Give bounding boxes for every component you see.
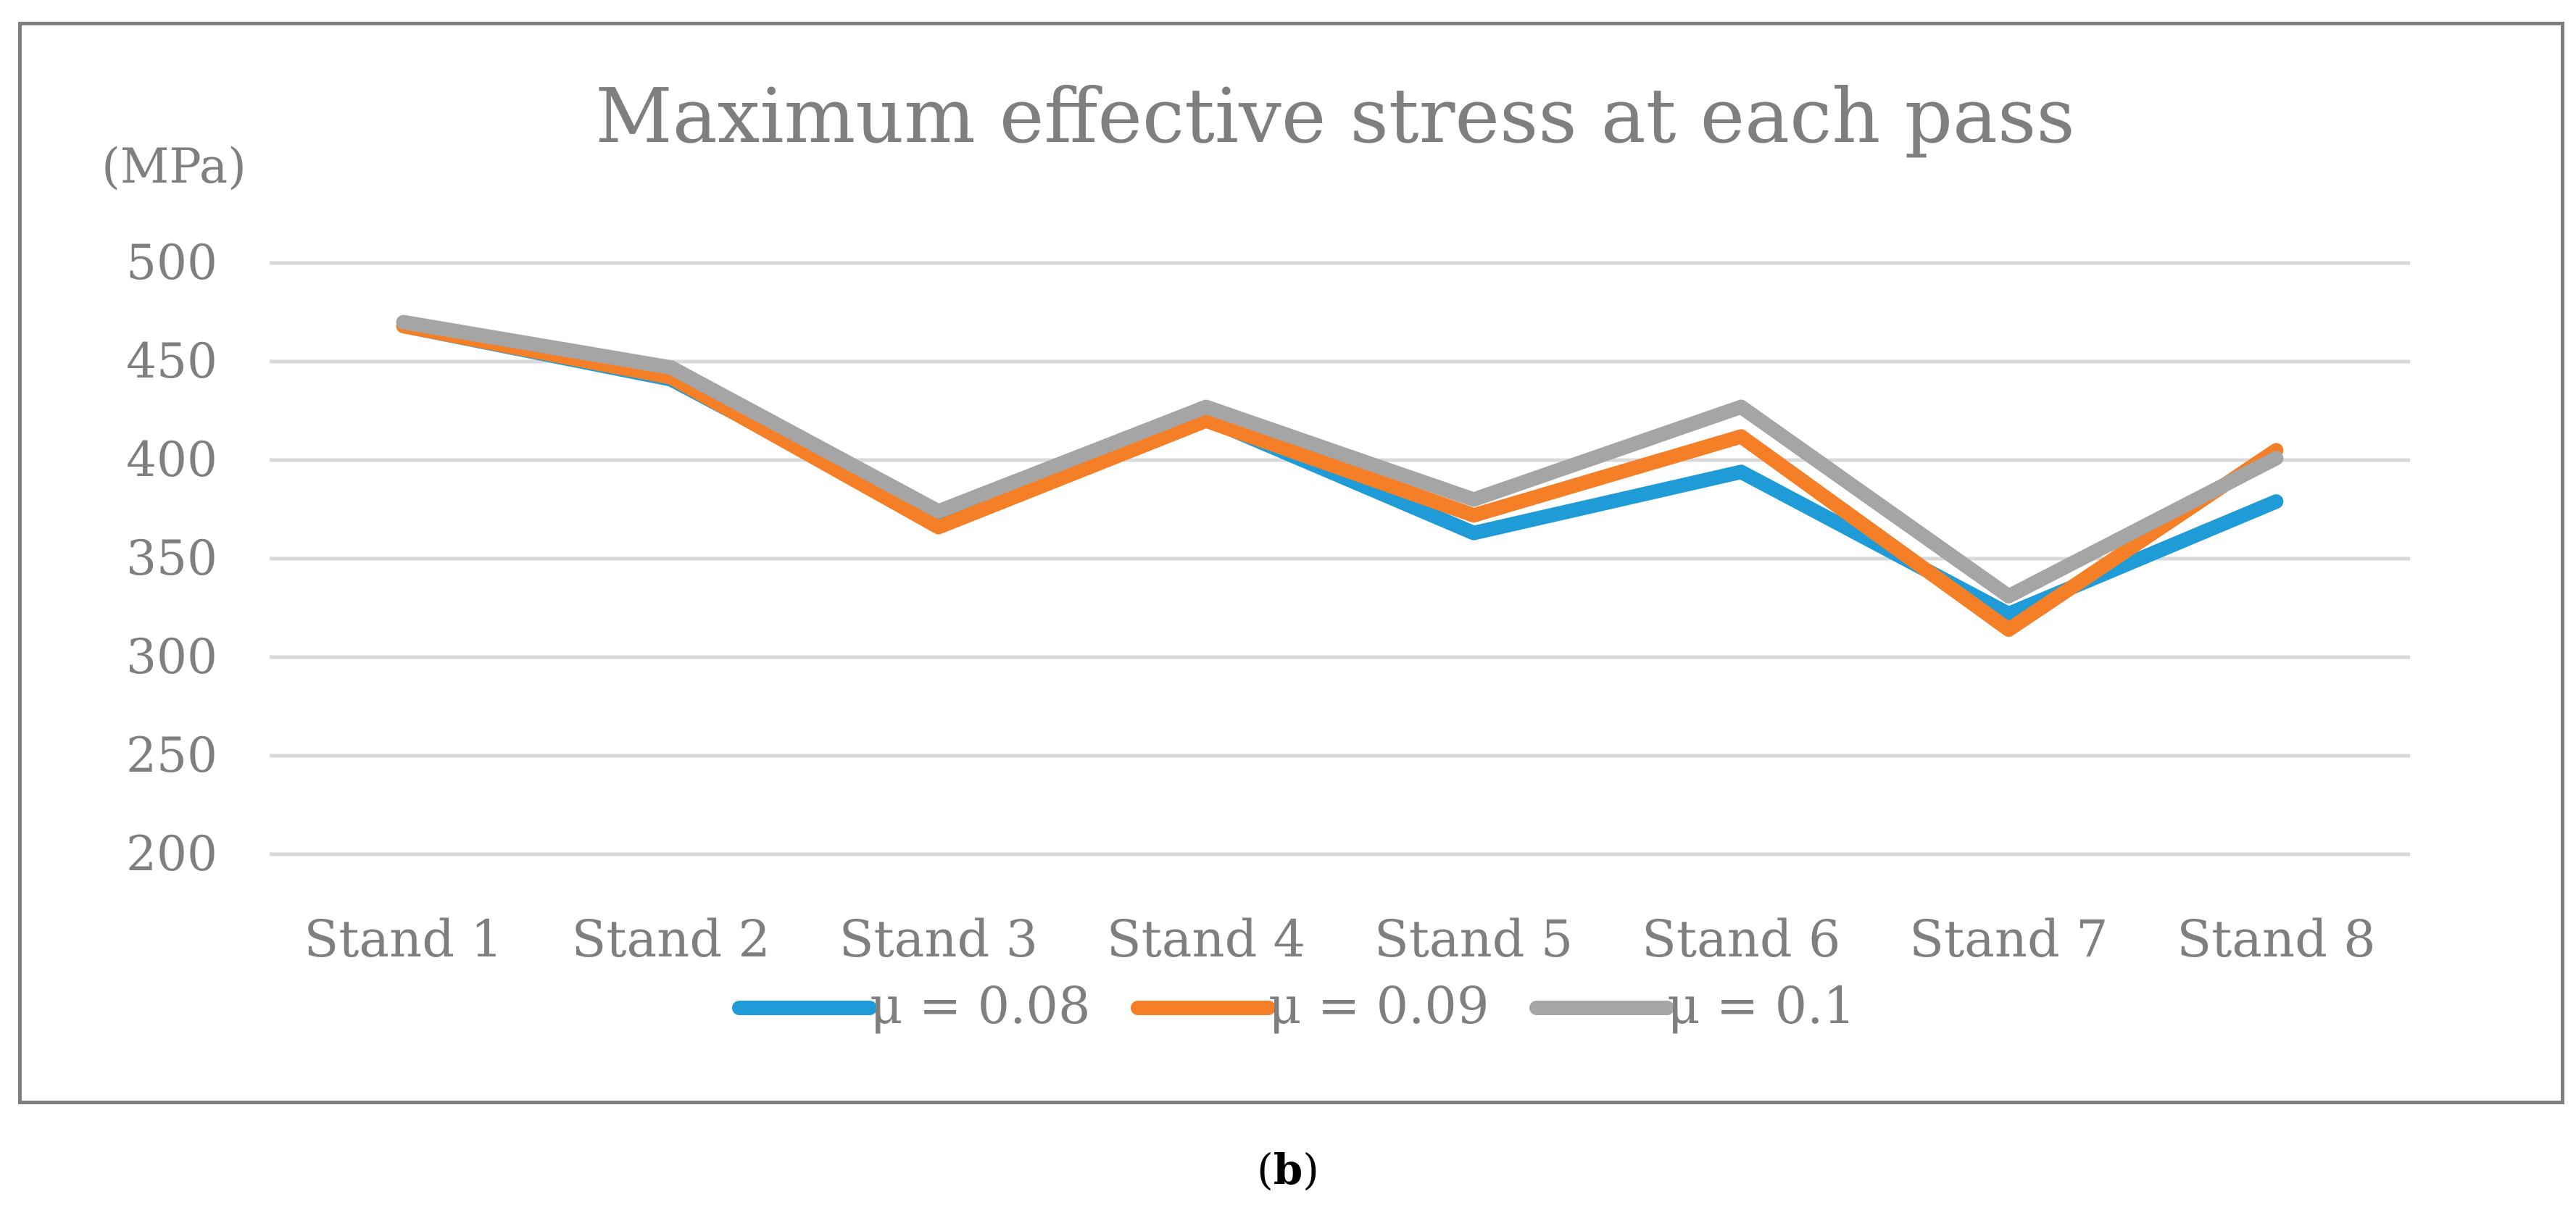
x-tick-label: Stand 5 — [1374, 909, 1574, 969]
y-tick-label: 350 — [126, 530, 217, 586]
x-tick-label: Stand 3 — [839, 909, 1039, 969]
data-point — [1473, 532, 1475, 534]
data-point — [1205, 420, 1207, 422]
legend-label-1: μ = 0.08 — [870, 976, 1091, 1035]
x-tick-label: Stand 1 — [304, 909, 503, 969]
data-point — [2008, 595, 2010, 597]
data-point — [1740, 435, 1742, 438]
legend-label-2: μ = 0.09 — [1268, 976, 1489, 1035]
chart-title: Maximum effective stress at each pass — [595, 72, 2075, 160]
caption-letter: b — [1273, 1145, 1303, 1194]
y-axis-unit-label: (MPa) — [101, 138, 246, 194]
series-line-2 — [396, 319, 2284, 637]
data-point — [1473, 499, 1475, 501]
y-axis-ticks: 200 250 300 350 400 450 500 — [126, 235, 217, 882]
x-axis-ticks: Stand 1 Stand 2 Stand 3 Stand 4 Stand 5 Stand… — [304, 909, 2375, 969]
data-point — [670, 376, 672, 378]
x-tick-label: Stand 7 — [1909, 909, 2108, 969]
data-point — [1473, 514, 1475, 517]
data-point — [937, 526, 939, 528]
data-point — [937, 510, 939, 512]
x-tick-label: Stand 8 — [2177, 909, 2376, 969]
legend-label-3: μ = 0.1 — [1667, 976, 1856, 1035]
caption-close: ) — [1302, 1145, 1319, 1194]
figure-caption: (b) — [0, 1145, 2576, 1194]
x-tick-label: Stand 2 — [571, 909, 770, 969]
data-point — [2008, 628, 2010, 630]
data-point — [1205, 406, 1207, 408]
data-point — [2275, 449, 2277, 451]
caption-open: ( — [1257, 1145, 1274, 1194]
data-point — [1740, 471, 1742, 473]
y-tick-label: 450 — [126, 333, 217, 389]
data-point — [2008, 613, 2010, 615]
series-line-3 — [396, 314, 2284, 604]
y-tick-label: 400 — [126, 432, 217, 488]
y-tick-label: 250 — [126, 727, 217, 783]
data-point — [2275, 501, 2277, 503]
series-lines — [396, 314, 2284, 637]
y-tick-label: 300 — [126, 629, 217, 685]
y-tick-label: 200 — [126, 826, 217, 882]
y-tick-label: 500 — [126, 235, 217, 291]
x-tick-label: Stand 6 — [1642, 909, 1841, 969]
data-point — [2275, 457, 2277, 459]
data-point — [1740, 406, 1742, 408]
data-point — [402, 321, 404, 323]
data-point — [670, 367, 672, 369]
x-tick-label: Stand 4 — [1107, 909, 1306, 969]
legend: μ = 0.08 μ = 0.09 μ = 0.1 — [732, 976, 1856, 1035]
